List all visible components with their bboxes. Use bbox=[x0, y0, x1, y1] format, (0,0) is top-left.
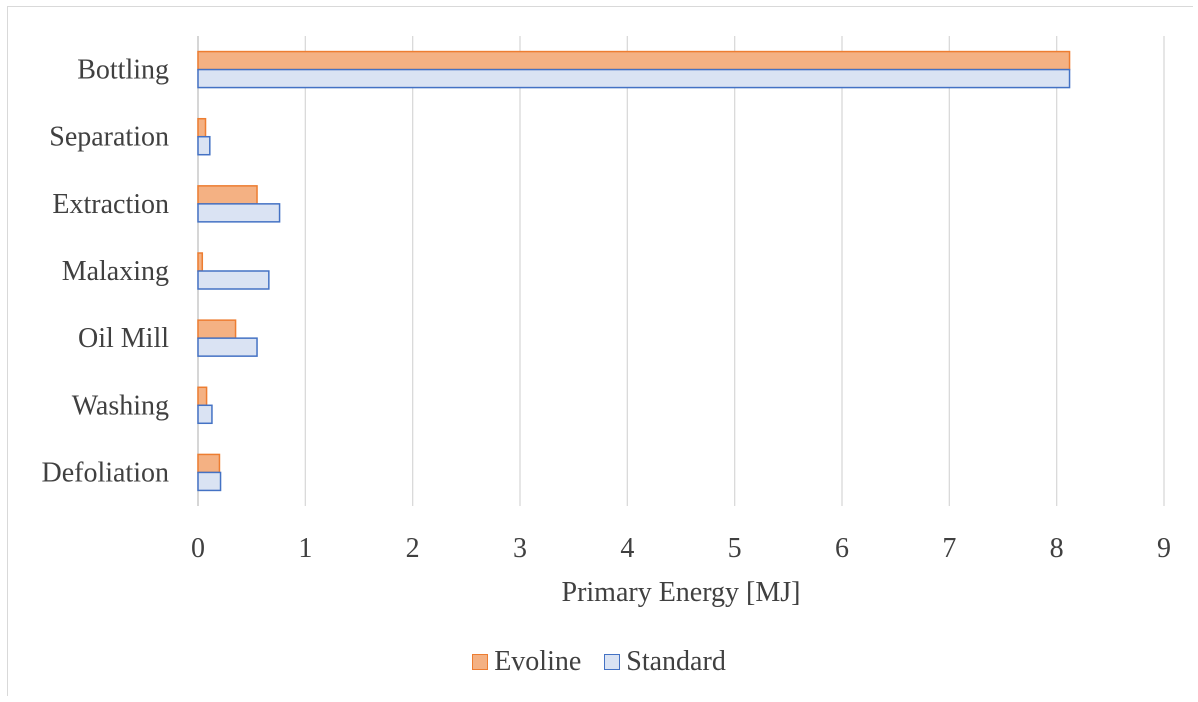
category-label: Malaxing bbox=[62, 256, 169, 287]
x-tick-label: 3 bbox=[513, 533, 527, 564]
x-tick-label: 8 bbox=[1050, 533, 1064, 564]
bar-standard bbox=[197, 270, 270, 290]
category-label: Separation bbox=[49, 122, 169, 153]
category-label: Bottling bbox=[77, 55, 169, 86]
bar-evoline bbox=[197, 386, 208, 407]
legend-item-standard: Standard bbox=[604, 646, 726, 678]
legend-item-evoline: Evoline bbox=[472, 646, 581, 678]
x-tick-label: 5 bbox=[728, 533, 742, 564]
x-tick-label: 6 bbox=[835, 533, 849, 564]
bar-standard bbox=[197, 404, 213, 425]
x-tick-label: 4 bbox=[620, 533, 634, 564]
bar-evoline bbox=[197, 50, 1071, 71]
bar-standard bbox=[197, 337, 258, 357]
bar-evoline bbox=[197, 252, 204, 272]
bar-evoline bbox=[197, 185, 258, 205]
bar-standard bbox=[197, 471, 222, 492]
x-tick-label: 0 bbox=[191, 533, 205, 564]
x-axis-title: Primary Energy [MJ] bbox=[562, 577, 801, 608]
bar-standard bbox=[197, 203, 281, 223]
chart-frame bbox=[7, 6, 1193, 696]
bar-evoline bbox=[197, 453, 221, 474]
category-label: Washing bbox=[72, 390, 169, 421]
category-label: Extraction bbox=[52, 189, 169, 220]
bar-chart: Bottling Separation Extraction Malaxing Oil … bbox=[41, 36, 1171, 608]
x-tick-label: 1 bbox=[298, 533, 312, 564]
legend-label-evoline: Evoline bbox=[494, 646, 582, 677]
x-tick-label: 2 bbox=[406, 533, 420, 564]
bar-evoline bbox=[197, 319, 237, 339]
category-label: Defoliation bbox=[41, 457, 169, 488]
x-tick-label: 7 bbox=[942, 533, 956, 564]
legend-swatch-standard bbox=[604, 654, 621, 670]
category-label: Oil Mill bbox=[78, 323, 169, 354]
bar-standard bbox=[197, 68, 1071, 89]
bar-standard bbox=[197, 135, 211, 156]
legend-label-standard: Standard bbox=[626, 646, 726, 677]
legend-swatch-evoline bbox=[472, 654, 489, 670]
x-tick-label: 9 bbox=[1157, 533, 1171, 564]
legend: Evoline Standard bbox=[0, 646, 1198, 678]
bar-evoline bbox=[197, 117, 207, 138]
